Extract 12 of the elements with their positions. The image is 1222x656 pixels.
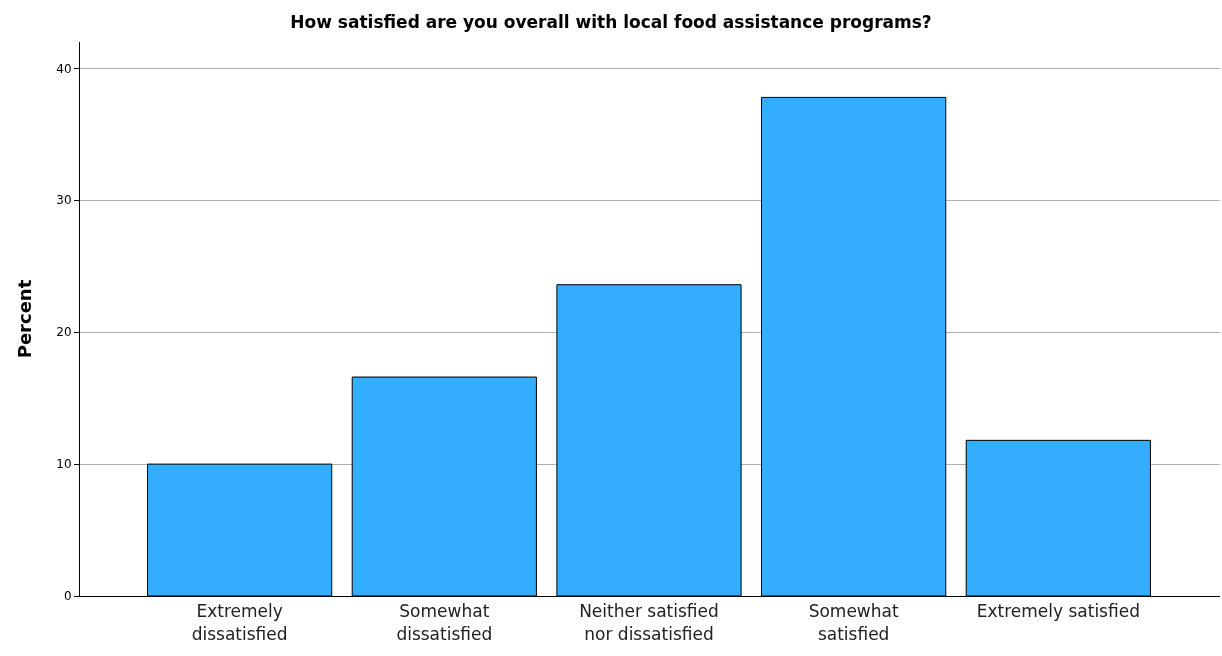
chart-title: How satisfied are you overall with local food assistance programs? [290,12,932,33]
y-tick-label: 10 [56,457,72,472]
x-tick-label: Extremely satisfied [976,601,1140,622]
x-tick-label: Neither satisfied nor dissatisfied [579,601,719,644]
x-tick-label: Extremely dissatisfied [191,601,288,644]
y-tick-label: 20 [56,325,72,340]
x-tick-label: Somewhat dissatisfied [396,601,493,644]
y-axis-title: Percent [13,279,35,359]
y-tick-label: 30 [56,193,72,208]
y-tick-label: 0 [63,589,72,604]
y-tick-label: 40 [56,61,72,76]
x-tick-label: Somewhat satisfied [808,601,899,644]
